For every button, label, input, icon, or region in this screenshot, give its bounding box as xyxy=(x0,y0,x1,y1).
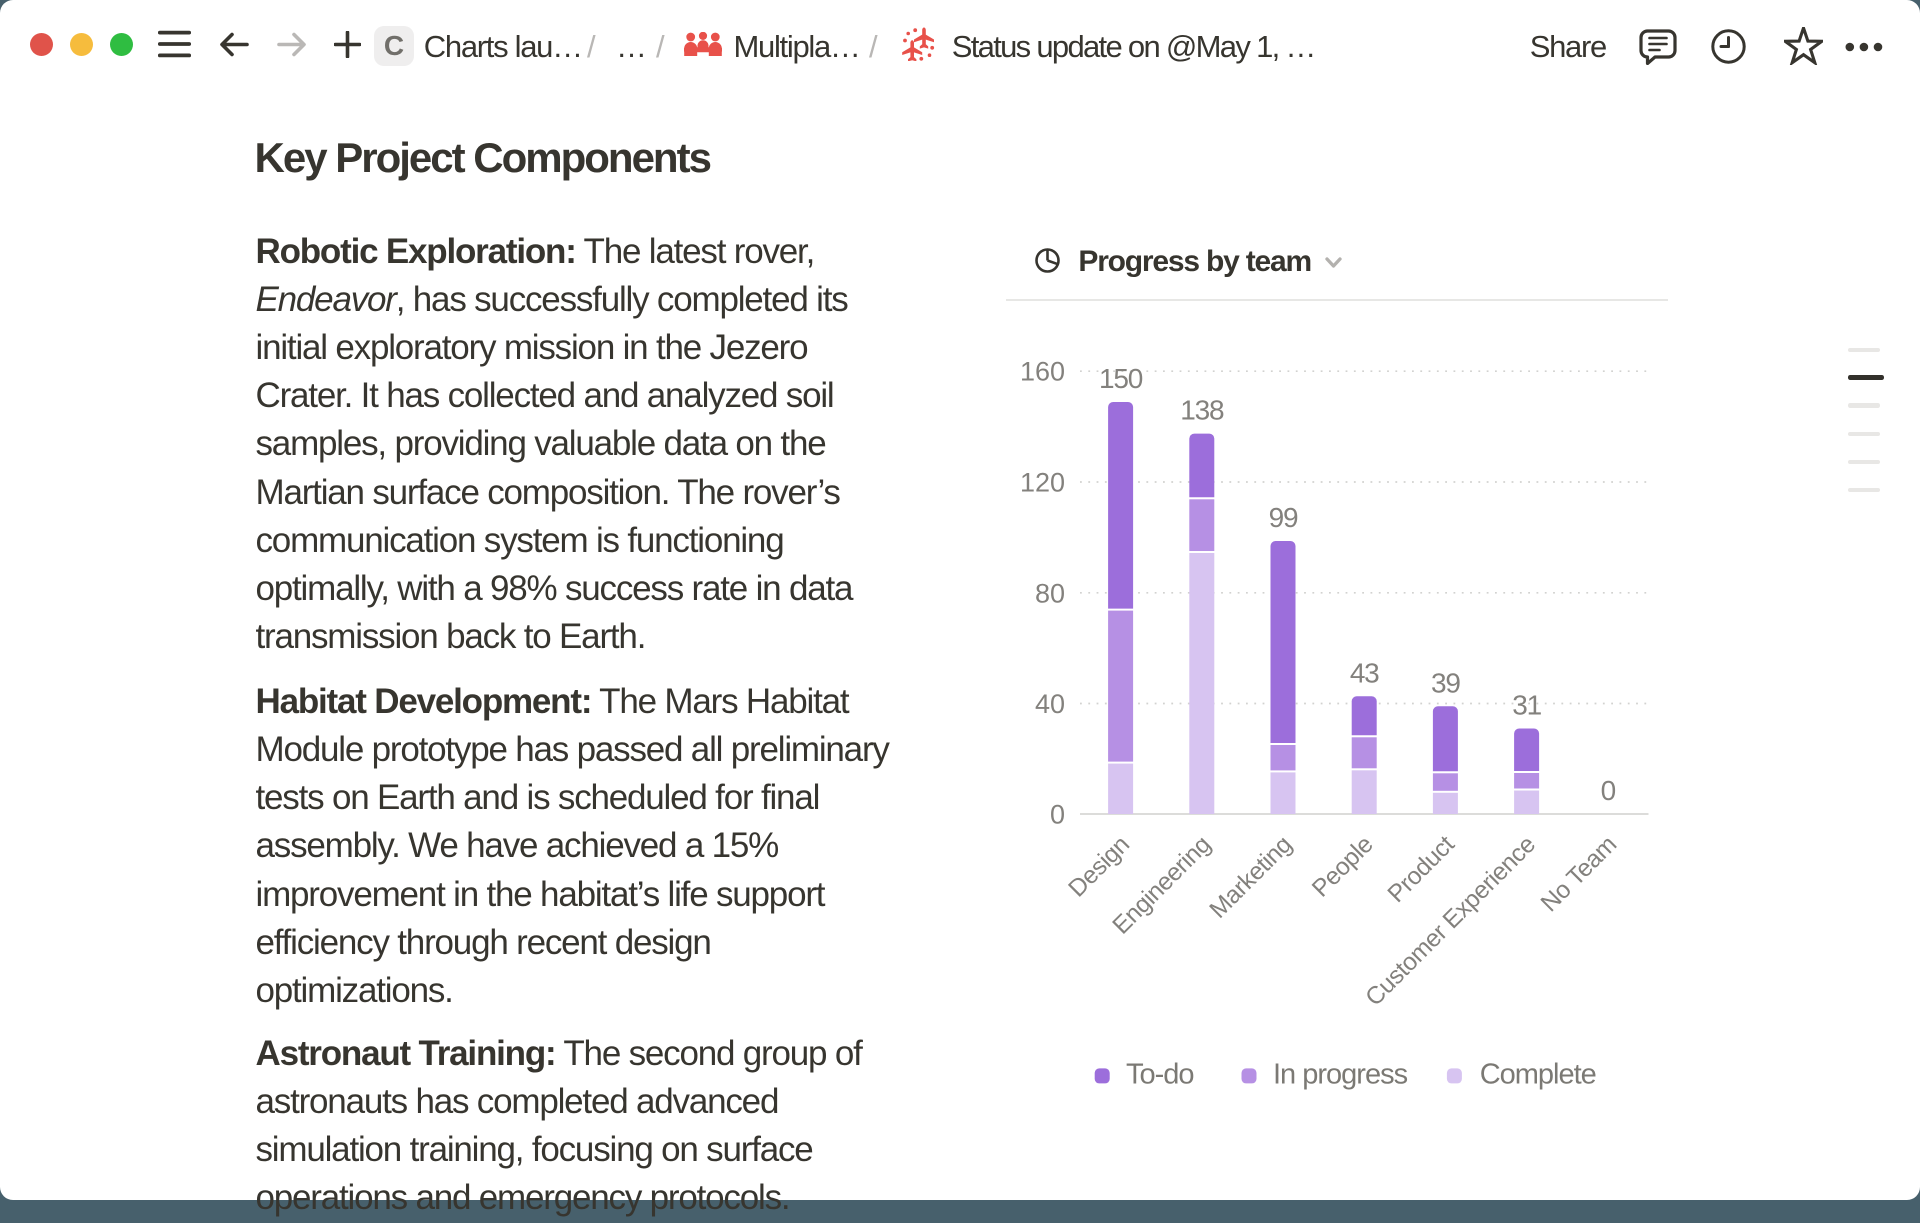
svg-text:In progress: In progress xyxy=(1273,1059,1408,1091)
svg-text:160: 160 xyxy=(1020,357,1065,387)
svg-text:Marketing: Marketing xyxy=(1205,831,1298,924)
svg-text:43: 43 xyxy=(1350,657,1379,688)
svg-text:No Team: No Team xyxy=(1536,831,1622,917)
svg-text:120: 120 xyxy=(1020,468,1065,498)
svg-text:138: 138 xyxy=(1180,395,1224,426)
svg-text:0: 0 xyxy=(1050,800,1065,830)
svg-text:99: 99 xyxy=(1269,502,1298,533)
svg-text:To-do: To-do xyxy=(1126,1059,1194,1091)
svg-text:People: People xyxy=(1307,831,1378,902)
svg-text:31: 31 xyxy=(1512,690,1541,721)
svg-text:0: 0 xyxy=(1601,775,1616,806)
svg-text:80: 80 xyxy=(1035,578,1065,608)
svg-text:150: 150 xyxy=(1099,363,1143,394)
svg-text:Product: Product xyxy=(1383,831,1460,908)
svg-text:40: 40 xyxy=(1035,689,1065,719)
svg-text:Complete: Complete xyxy=(1480,1059,1596,1091)
svg-text:Design: Design xyxy=(1064,831,1135,902)
svg-text:39: 39 xyxy=(1431,667,1460,698)
